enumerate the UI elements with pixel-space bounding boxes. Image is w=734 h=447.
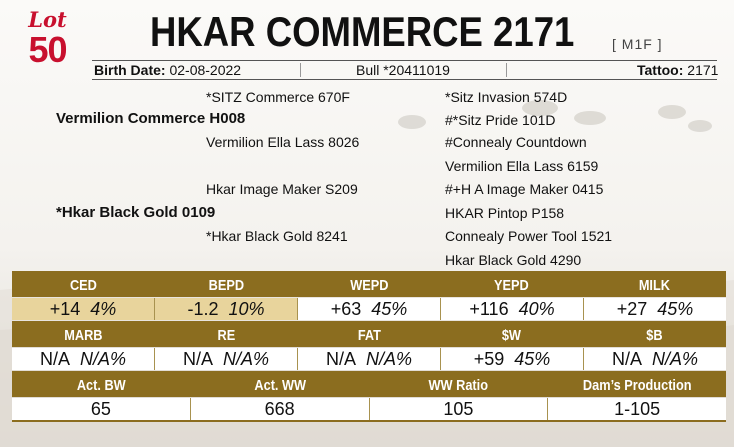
sire: Vermilion Commerce H008: [56, 110, 246, 127]
pedigree-g3-7: Connealy Power Tool 1521: [445, 228, 613, 244]
info-bar: Birth Date: 02-08-2022 Bull *20411019 Ta…: [92, 60, 718, 80]
value-act-ww: 668: [191, 398, 370, 420]
ced-percentile: 4%: [90, 299, 117, 319]
header-marb: MARB: [64, 327, 103, 344]
lot-badge: Lot 50: [10, 8, 85, 68]
table-divider: [12, 371, 726, 375]
epd-header-row-2: MARB RE FAT $W $B: [12, 325, 726, 347]
tag-note: [ M1F ]: [612, 36, 663, 52]
ced-value: +14: [49, 299, 81, 319]
bepd-percentile: 10%: [228, 299, 265, 319]
tattoo-value: 2171: [687, 62, 719, 78]
animal-name: HKAR COMMERCE 2171: [150, 8, 575, 55]
lot-number: 50: [28, 29, 67, 70]
birth-date: Birth Date: 02-08-2022: [94, 61, 241, 79]
w-index-percentile: 45%: [514, 349, 551, 369]
value-dams-production: 1-105: [614, 399, 661, 419]
fat-percentile: N/A%: [366, 349, 413, 369]
value-wepd: +63 45%: [298, 298, 441, 320]
value-fat: N/A N/A%: [298, 348, 441, 370]
dam-dam: *Hkar Black Gold 8241: [206, 228, 348, 244]
value-re: N/A N/A%: [155, 348, 298, 370]
header-milk: MILK: [639, 277, 671, 294]
epd-value-row-2: N/A N/A% N/A N/A% N/A N/A% +59 45% N/A N/A%: [12, 348, 726, 370]
pedigree-g3-5: #+H A Image Maker 0415: [445, 181, 604, 197]
table-bottom-rule: [12, 420, 726, 422]
value-marb: N/A N/A%: [12, 348, 155, 370]
pedigree-g3-8: Hkar Black Gold 4290: [445, 252, 582, 268]
dam-sire: Hkar Image Maker S209: [206, 181, 358, 197]
sire-dam: Vermilion Ella Lass 8026: [206, 134, 360, 150]
epd-value-row-1: +14 4% -1.2 10% +63 45% +116 40% +27 45%: [12, 298, 726, 320]
wepd-percentile: 45%: [371, 299, 408, 319]
b-index-value: N/A: [611, 349, 642, 369]
bepd-value: -1.2: [187, 299, 219, 319]
value-bepd: -1.2 10%: [155, 298, 298, 320]
value-yepd: +116 40%: [441, 298, 584, 320]
marb-value: N/A: [39, 349, 70, 369]
pedigree-g3-4: Vermilion Ella Lass 6159: [445, 158, 599, 174]
header-re: RE: [217, 327, 236, 344]
value-act-bw: 65: [12, 398, 191, 420]
yepd-value: +116: [469, 299, 509, 319]
divider: [300, 63, 301, 77]
pedigree-g3-6: HKAR Pintop P158: [445, 205, 565, 221]
header-ced: CED: [69, 277, 97, 294]
value-ww-ratio: 105: [370, 398, 549, 420]
header-b-index: $B: [646, 327, 663, 344]
w-index-value: +59: [473, 349, 505, 369]
dam: *Hkar Black Gold 0109: [56, 204, 216, 221]
header-act-bw: Act. BW: [76, 377, 126, 394]
lot-label: Lot: [28, 7, 67, 32]
tattoo: Tattoo: 2171: [637, 61, 718, 79]
b-index-percentile: N/A%: [652, 349, 699, 369]
birth-date-value: 02-08-2022: [169, 62, 242, 78]
value-milk: +27 45%: [584, 298, 726, 320]
table-divider: [12, 271, 726, 275]
value-w-index: +59 45%: [441, 348, 584, 370]
header-yepd: YEPD: [494, 277, 530, 294]
value-b-index: N/A N/A%: [584, 348, 726, 370]
header-wepd: WEPD: [349, 277, 389, 294]
sire-sire: *SITZ Commerce 670F: [206, 89, 350, 105]
epd-header-row-1: CED BEPD WEPD YEPD MILK: [12, 275, 726, 297]
pedigree-g3-3: #Connealy Countdown: [445, 134, 587, 150]
marb-percentile: N/A%: [80, 349, 127, 369]
re-value: N/A: [182, 349, 213, 369]
header-w-index: $W: [502, 327, 522, 344]
re-percentile: N/A%: [223, 349, 270, 369]
milk-value: +27: [616, 299, 648, 319]
header-ww-ratio: WW Ratio: [428, 377, 488, 394]
value-ced: +14 4%: [12, 298, 155, 320]
tattoo-label: Tattoo:: [637, 62, 684, 78]
header-dams-production: Dam’s Production: [582, 377, 692, 394]
header-act-ww: Act. WW: [253, 377, 306, 394]
milk-percentile: 45%: [657, 299, 694, 319]
divider: [506, 63, 507, 77]
wepd-value: +63: [330, 299, 362, 319]
header-fat: FAT: [357, 327, 381, 344]
table-divider: [12, 321, 726, 325]
yepd-percentile: 40%: [518, 299, 555, 319]
birth-date-label: Birth Date:: [94, 62, 166, 78]
registration-id: Bull *20411019: [356, 62, 450, 78]
header-bepd: BEPD: [208, 277, 244, 294]
fat-value: N/A: [325, 349, 356, 369]
performance-value-row: 65 668 105 1-105: [12, 398, 726, 420]
performance-header-row: Act. BW Act. WW WW Ratio Dam’s Productio…: [12, 375, 726, 397]
pedigree-g3-1: *Sitz Invasion 574D: [445, 89, 568, 105]
pedigree-g3-2: #*Sitz Pride 101D: [445, 112, 556, 128]
